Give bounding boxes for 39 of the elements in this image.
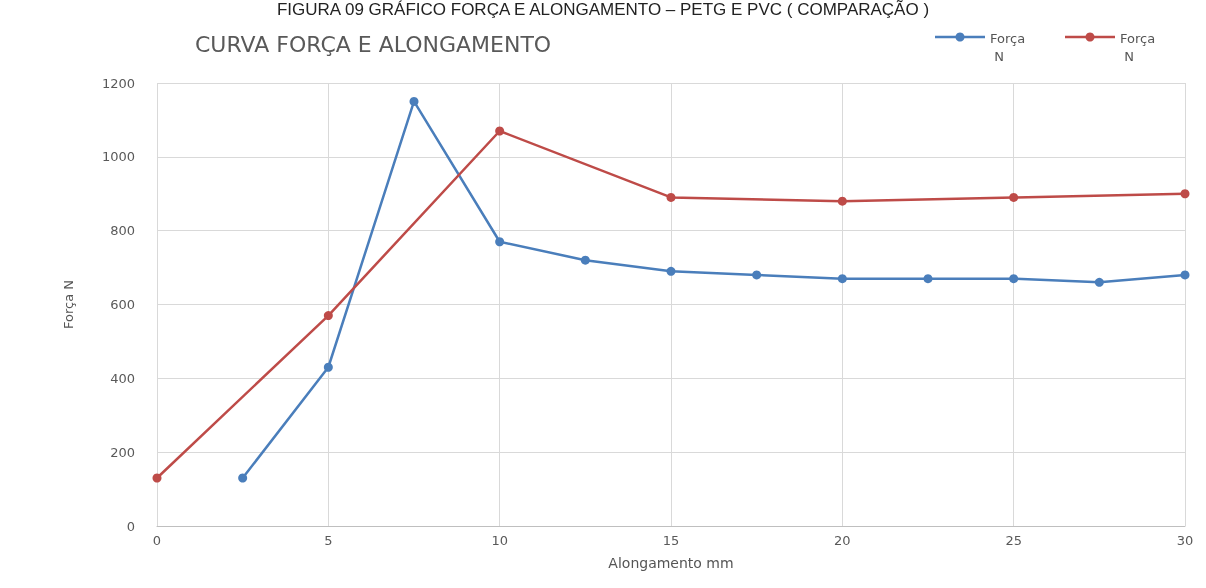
point — [323, 311, 333, 321]
point — [495, 237, 505, 247]
point — [1180, 270, 1190, 280]
y-tick-label: 600 — [110, 297, 135, 312]
point — [1009, 192, 1019, 202]
point — [837, 274, 847, 284]
point — [152, 473, 162, 483]
point — [837, 196, 847, 206]
point — [495, 126, 505, 136]
x-tick-label: 30 — [1176, 533, 1194, 548]
point — [1180, 189, 1190, 199]
chart-subtitle: CURVA FORÇA E ALONGAMENTO — [195, 31, 552, 57]
x-tick-label: 15 — [662, 533, 680, 548]
x-tick-label: 25 — [1005, 533, 1022, 548]
y-tick-label: 1000 — [101, 149, 135, 165]
x-tick-label: 0 — [152, 533, 162, 548]
point — [666, 192, 676, 202]
y-tick-label: 1200 — [101, 75, 135, 91]
legend-label: Força N — [1120, 30, 1156, 64]
x-tick-label: 20 — [834, 533, 851, 548]
point — [923, 274, 933, 284]
legend-label: Força N — [990, 30, 1026, 64]
point — [666, 266, 676, 276]
x-tick-label: 10 — [491, 533, 508, 548]
y-axis-title: Força N — [61, 280, 76, 329]
point — [409, 96, 419, 106]
y-tick-label: 800 — [110, 223, 135, 239]
point — [238, 473, 248, 483]
point — [580, 255, 590, 265]
chart-title: FIGURA 09 GRÁFICO FORÇA E ALONGAMENTO – PETG E PVC ( COMPARAÇÃO ) — [276, 0, 930, 19]
point — [1009, 274, 1019, 284]
y-tick-label: 200 — [110, 444, 135, 460]
x-axis-title: Alongamento mm — [608, 555, 734, 571]
point — [752, 270, 762, 280]
x-tick-label: 5 — [324, 533, 333, 548]
y-tick-label: 400 — [110, 370, 135, 386]
point — [1094, 277, 1104, 287]
point — [323, 362, 333, 372]
y-tick-label: 0 — [126, 518, 135, 534]
